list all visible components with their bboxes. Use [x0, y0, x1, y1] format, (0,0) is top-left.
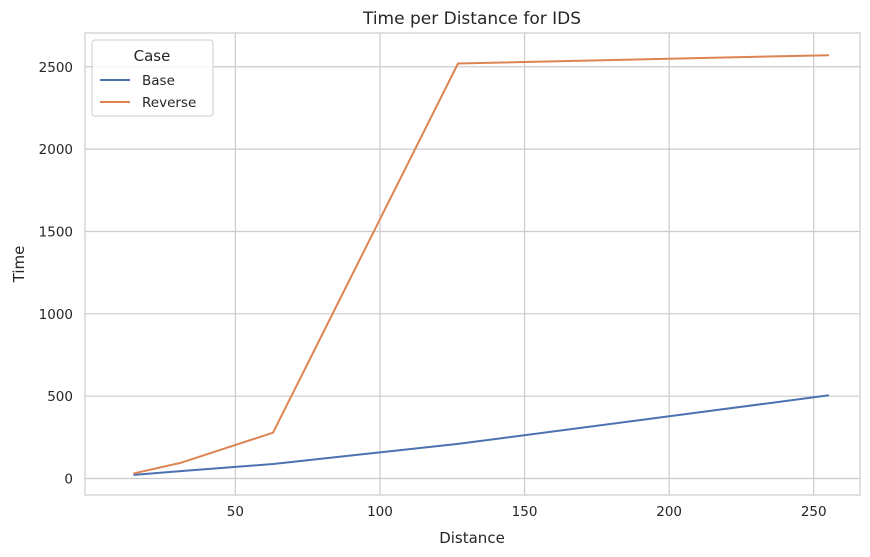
- chart-title: Time per Distance for IDS: [362, 9, 581, 29]
- x-axis-label: Distance: [439, 529, 505, 547]
- y-axis-label: Time: [10, 246, 28, 284]
- x-tick-label: 150: [512, 504, 538, 520]
- x-tick-label: 50: [227, 504, 244, 520]
- legend-title: Case: [134, 47, 171, 65]
- x-tick-label: 100: [367, 504, 393, 520]
- y-tick-label: 1500: [39, 224, 73, 240]
- x-tick-labels: 50 100 150 200 250: [227, 504, 827, 520]
- legend-box: [91, 39, 214, 117]
- y-tick-label: 1000: [39, 307, 73, 323]
- legend: Case Base Reverse: [91, 39, 214, 117]
- grid-lines: [85, 33, 860, 495]
- series-lines: [133, 54, 830, 476]
- y-tick-labels: 0 500 1000 1500 2000 2500: [39, 60, 73, 488]
- legend-label-base: Base: [142, 73, 175, 89]
- plot-area: [84, 32, 861, 496]
- y-tick-label: 2500: [39, 60, 73, 76]
- x-tick-label: 200: [656, 504, 682, 520]
- y-tick-label: 0: [64, 472, 73, 488]
- y-tick-label: 2000: [39, 142, 73, 158]
- x-tick-label: 250: [801, 504, 827, 520]
- legend-label-reverse: Reverse: [142, 95, 196, 111]
- series-line-reverse: [133, 54, 830, 475]
- y-tick-label: 500: [47, 389, 73, 405]
- series-line-base: [133, 394, 830, 476]
